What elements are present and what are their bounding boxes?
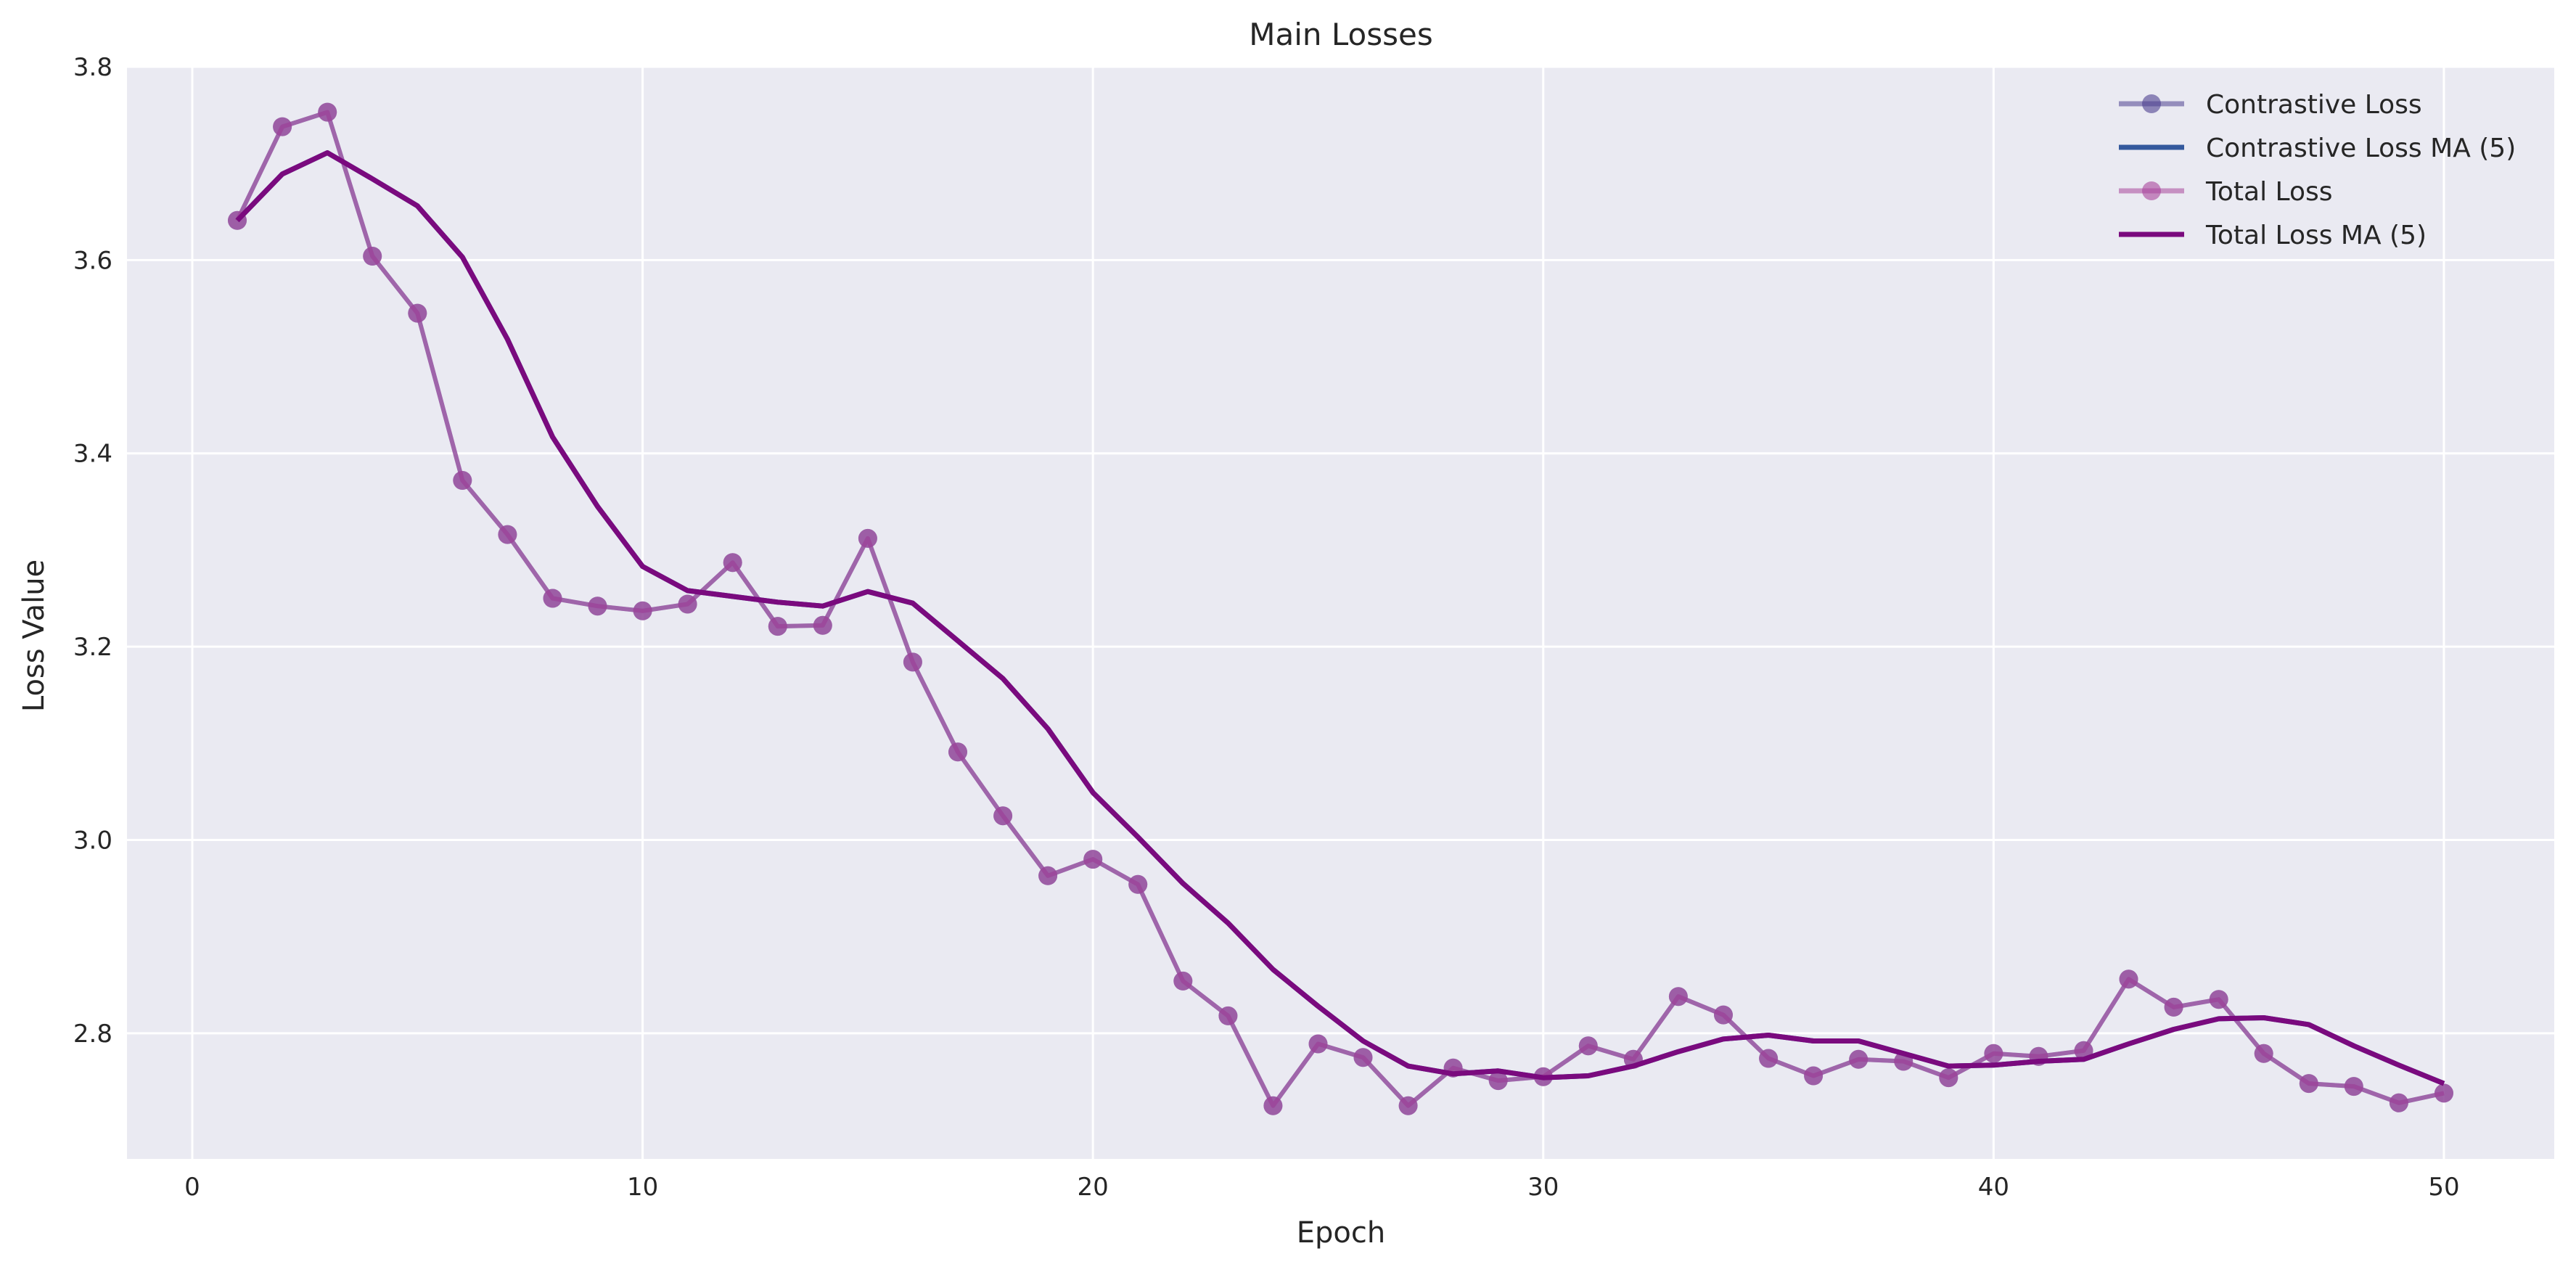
data-point-total-loss: [498, 525, 517, 544]
data-point-total-loss: [1488, 1071, 1508, 1091]
data-point-total-loss: [1849, 1049, 1869, 1069]
data-point-total-loss: [813, 615, 832, 635]
x-tick-label: 20: [1078, 1173, 1109, 1202]
x-axis-label: Epoch: [1297, 1216, 1385, 1250]
data-point-total-loss: [678, 594, 697, 614]
data-point-total-loss: [543, 589, 562, 608]
data-point-total-loss: [2254, 1044, 2273, 1063]
data-point-total-loss: [1984, 1044, 2003, 1063]
data-point-total-loss: [363, 247, 382, 266]
data-point-total-loss: [633, 601, 652, 620]
data-point-total-loss: [408, 303, 427, 323]
data-point-total-loss: [1218, 1006, 1238, 1025]
data-point-total-loss: [1804, 1066, 1824, 1086]
chart-title: Main Losses: [1249, 17, 1432, 52]
x-tick-label: 40: [1978, 1173, 2009, 1202]
data-point-total-loss: [1398, 1096, 1418, 1115]
data-point-total-loss: [2299, 1074, 2318, 1094]
x-tick-label: 50: [2428, 1173, 2459, 1202]
data-point-total-loss: [2209, 990, 2228, 1009]
data-point-total-loss: [1263, 1096, 1283, 1115]
plot-area: [127, 67, 2554, 1159]
legend-marker: [2142, 94, 2161, 113]
y-tick-label: 2.8: [73, 1020, 112, 1049]
data-point-total-loss: [948, 742, 967, 762]
data-point-total-loss: [1714, 1005, 1733, 1025]
data-point-total-loss: [1353, 1048, 1373, 1067]
legend-marker: [2142, 181, 2161, 200]
grid: [127, 65, 2554, 1159]
data-point-total-loss: [1128, 874, 1148, 894]
data-point-total-loss: [2435, 1083, 2453, 1103]
data-point-total-loss: [1668, 987, 1688, 1007]
data-point-total-loss: [903, 652, 922, 672]
legend-label: Total Loss MA (5): [2205, 221, 2427, 250]
data-point-total-loss: [1083, 850, 1103, 869]
y-tick-label: 3.8: [73, 53, 112, 82]
legend-label: Contrastive Loss MA (5): [2206, 134, 2516, 163]
data-point-total-loss: [858, 528, 877, 548]
data-point-total-loss: [1578, 1036, 1598, 1056]
data-point-total-loss: [2119, 969, 2138, 989]
data-point-total-loss: [768, 617, 787, 636]
y-axis-label: Loss Value: [17, 559, 51, 712]
data-point-total-loss: [318, 102, 337, 122]
data-point-total-loss: [2344, 1077, 2363, 1096]
data-point-total-loss: [993, 806, 1013, 826]
data-point-total-loss: [723, 553, 742, 573]
legend-label: Total Loss: [2205, 177, 2332, 207]
y-tick-label: 3.6: [73, 246, 112, 275]
data-point-total-loss: [588, 596, 607, 616]
legend: Contrastive Loss Contrastive Loss MA (5) T…: [2119, 90, 2516, 250]
y-tick-label: 3.4: [73, 440, 112, 469]
x-tick-label: 10: [627, 1173, 658, 1202]
data-point-total-loss: [2164, 997, 2183, 1017]
data-point-total-loss: [1939, 1068, 1958, 1088]
data-point-total-loss: [1038, 866, 1058, 885]
data-point-total-loss: [1308, 1034, 1328, 1054]
data-point-total-loss: [273, 117, 292, 136]
data-point-total-loss: [1759, 1049, 1779, 1068]
data-point-total-loss: [2389, 1093, 2408, 1112]
y-tick-label: 3.0: [73, 826, 112, 855]
x-tick-label: 0: [184, 1173, 200, 1202]
series-line-total-loss-ma-5: [235, 150, 2445, 1086]
x-tick-label: 30: [1527, 1173, 1559, 1202]
legend-label: Contrastive Loss: [2206, 90, 2422, 120]
series-group: [228, 102, 2453, 1115]
data-point-total-loss: [1173, 971, 1193, 991]
data-point-total-loss: [453, 471, 472, 490]
y-tick-label: 3.2: [73, 633, 112, 662]
tick-labels: 0 10 20 30 40 50 2.8 3.0 3.2 3.4 3.6 3.8: [73, 53, 2460, 1202]
